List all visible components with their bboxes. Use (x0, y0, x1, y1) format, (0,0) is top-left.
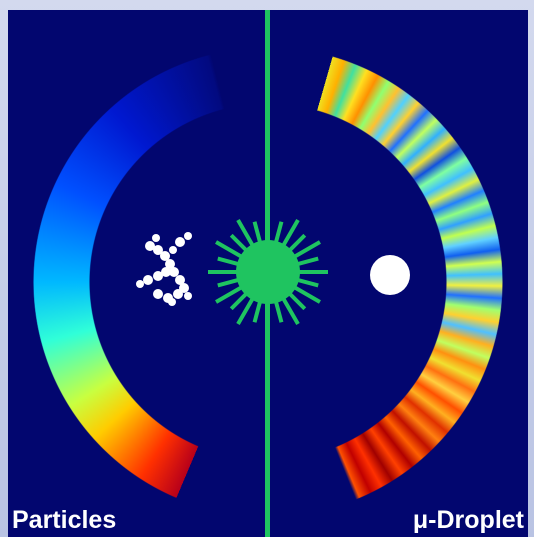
symbols (8, 10, 528, 537)
right-label: μ-Droplet (413, 506, 524, 535)
page: Particles μ-Droplet (() => { const data … (0, 0, 534, 537)
left-label: Particles (12, 506, 116, 535)
laser-spot (236, 240, 300, 304)
droplet (370, 255, 410, 295)
particle-cluster (136, 232, 192, 306)
illustration: Particles μ-Droplet (8, 10, 528, 537)
